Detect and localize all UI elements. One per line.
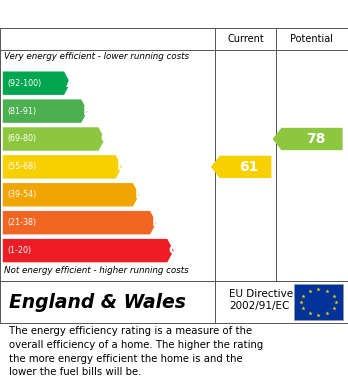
Text: (1-20): (1-20) (7, 246, 31, 255)
Text: Potential: Potential (291, 34, 333, 44)
Text: E: E (134, 188, 143, 201)
Text: D: D (117, 160, 128, 173)
Text: (69-80): (69-80) (7, 135, 36, 143)
Text: 78: 78 (306, 132, 325, 146)
Text: Not energy efficient - higher running costs: Not energy efficient - higher running co… (4, 266, 189, 275)
Text: G: G (169, 244, 180, 257)
Polygon shape (3, 99, 88, 123)
Text: (39-54): (39-54) (7, 190, 36, 199)
Polygon shape (3, 211, 156, 235)
Text: The energy efficiency rating is a measure of the
overall efficiency of a home. T: The energy efficiency rating is a measur… (9, 326, 263, 377)
Polygon shape (211, 156, 271, 178)
Polygon shape (3, 72, 70, 95)
Polygon shape (3, 127, 105, 151)
Text: B: B (83, 104, 93, 118)
Text: F: F (151, 216, 161, 229)
Text: Energy Efficiency Rating: Energy Efficiency Rating (9, 7, 219, 22)
Text: (92-100): (92-100) (7, 79, 41, 88)
Polygon shape (3, 155, 122, 179)
Polygon shape (3, 239, 174, 262)
Text: England & Wales: England & Wales (9, 292, 185, 312)
Text: Current: Current (227, 34, 264, 44)
Text: EU Directive
2002/91/EC: EU Directive 2002/91/EC (229, 289, 293, 311)
Text: (55-68): (55-68) (7, 162, 36, 171)
Text: (21-38): (21-38) (7, 218, 36, 227)
Text: A: A (65, 77, 76, 90)
Text: C: C (100, 133, 110, 145)
Polygon shape (3, 183, 139, 206)
Text: Very energy efficient - lower running costs: Very energy efficient - lower running co… (4, 52, 189, 61)
FancyBboxPatch shape (294, 284, 343, 319)
Polygon shape (273, 128, 342, 150)
Text: (81-91): (81-91) (7, 107, 36, 116)
Text: 61: 61 (239, 160, 259, 174)
